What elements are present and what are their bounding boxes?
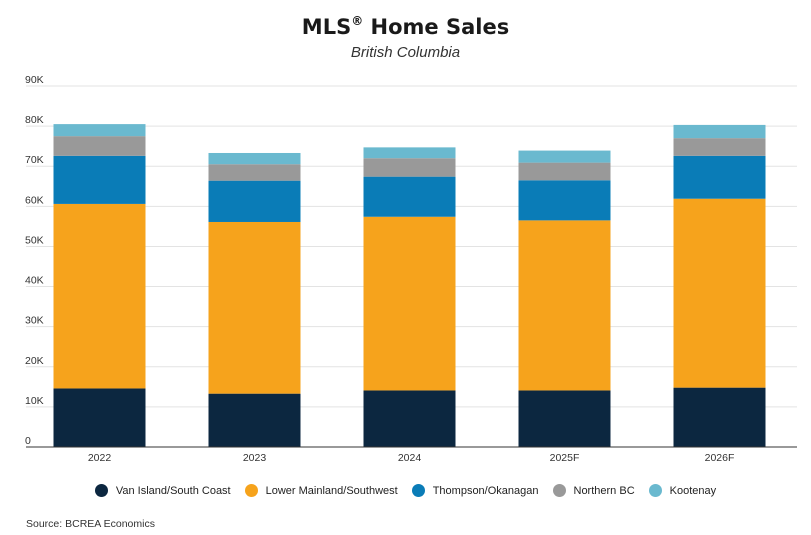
legend-label: Northern BC: [573, 484, 635, 497]
bar-segment: [363, 147, 456, 159]
bar-segment: [208, 164, 301, 181]
bar-segment: [518, 180, 611, 221]
legend-swatch: [648, 484, 662, 497]
y-tick-label: 60K: [25, 194, 44, 206]
bar-segment: [363, 158, 456, 177]
legend-label: Kootenay: [669, 484, 717, 497]
bar-segment: [673, 198, 766, 388]
bar-segment: [53, 136, 146, 156]
source-note: Source: BCREA Economics: [26, 518, 155, 530]
y-tick-label: 80K: [25, 114, 44, 126]
bar-segment: [208, 180, 301, 222]
legend-swatch: [411, 484, 425, 497]
y-tick-label: 20K: [25, 355, 44, 367]
x-tick-label: 2026F: [705, 452, 735, 464]
chart-subtitle: British Columbia: [350, 44, 461, 61]
chart-title: MLS® Home Sales: [301, 14, 510, 39]
legend-item: Van Island/South Coast: [94, 484, 231, 497]
x-tick-label: 2023: [243, 452, 267, 464]
x-tick-label: 2025F: [550, 452, 580, 464]
legend-item: Kootenay: [648, 484, 717, 497]
legend-label: Thompson/Okanagan: [432, 484, 539, 497]
bar-segment: [518, 162, 611, 181]
bar-segment: [518, 390, 611, 447]
x-tick-label: 2022: [88, 452, 112, 464]
bar-segment: [363, 390, 456, 447]
bar-segment: [208, 221, 301, 394]
bar-segment: [53, 124, 146, 137]
legend-item: Thompson/Okanagan: [411, 484, 539, 497]
legend-swatch: [244, 484, 258, 497]
y-tick-label: 50K: [25, 234, 44, 246]
y-tick-label: 40K: [25, 275, 44, 287]
bar-segment: [53, 155, 146, 204]
y-tick-label: 0: [25, 435, 31, 447]
y-tick-label: 70K: [25, 154, 44, 166]
bar-segment: [673, 124, 766, 139]
bar-segment: [208, 152, 301, 165]
legend-item: Lower Mainland/Southwest: [244, 484, 398, 497]
legend-label: Van Island/South Coast: [115, 484, 231, 497]
y-tick-label: 10K: [25, 395, 44, 407]
chart-legend: Van Island/South Coast Lower Mainland/Sou…: [0, 484, 811, 497]
bar-segment: [673, 387, 766, 447]
x-tick-label: 2024: [398, 452, 422, 464]
stacked-bar-chart: 0 10K 20K 30K 40K 50K 60K 70K 80K 90K 2022 2023 2024…: [25, 74, 797, 464]
bar-segment: [518, 150, 611, 163]
bar-segment: [673, 155, 766, 199]
legend-item: Northern BC: [552, 484, 635, 497]
bar-segment: [363, 176, 456, 217]
y-tick-label: 90K: [25, 74, 44, 86]
bar-segment: [53, 203, 146, 389]
bar-segment: [518, 220, 611, 391]
legend-label: Lower Mainland/Southwest: [265, 484, 398, 497]
bar-segment: [208, 393, 301, 447]
y-tick-label: 30K: [25, 315, 44, 327]
bar-segment: [363, 216, 456, 391]
bar-segment: [53, 388, 146, 447]
legend-swatch: [552, 484, 566, 497]
legend-swatch: [94, 484, 108, 497]
bar-segment: [673, 138, 766, 156]
